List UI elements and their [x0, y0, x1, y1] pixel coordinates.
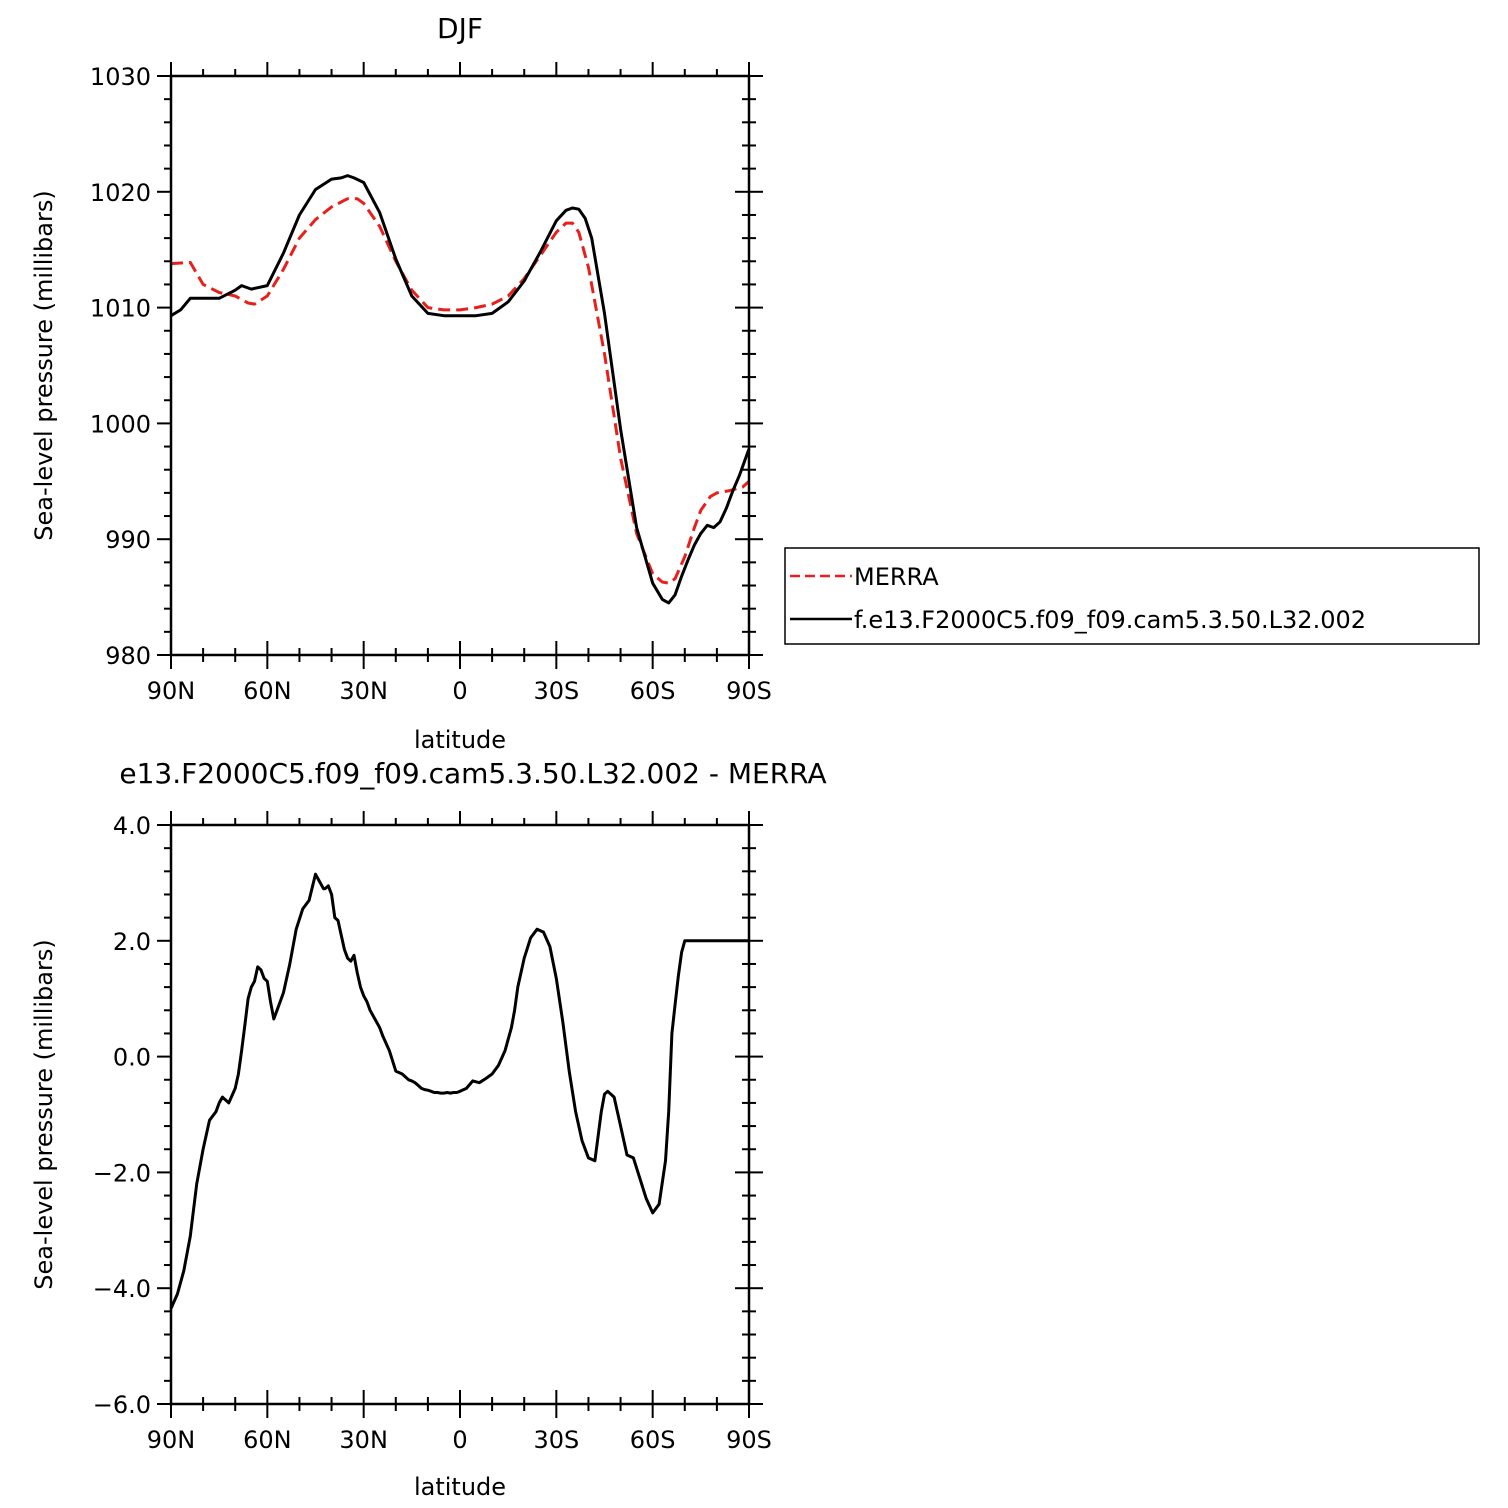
y-tick-label: 1030	[90, 63, 151, 91]
bottom-plot-title: e13.F2000C5.f09_f09.cam5.3.50.L32.002 - …	[119, 757, 826, 790]
x-tick-label: 30N	[339, 1426, 388, 1454]
y-tick-label: −6.0	[93, 1391, 151, 1419]
y-tick-label: 4.0	[113, 812, 151, 840]
y-tick-label: 1000	[90, 410, 151, 438]
legend-box	[784, 547, 1480, 645]
legend-label-merra: MERRA	[854, 563, 939, 591]
top-y-axis-title: Sea-level pressure (millibars)	[30, 190, 58, 540]
x-tick-label: 90N	[147, 1426, 196, 1454]
x-tick-label: 30N	[339, 677, 388, 705]
x-tick-label: 90N	[147, 677, 196, 705]
y-tick-label: −4.0	[93, 1275, 151, 1303]
x-tick-label: 60S	[630, 1426, 676, 1454]
x-tick-label: 60N	[243, 677, 292, 705]
legend-label-model: f.e13.F2000C5.f09_f09.cam5.3.50.L32.002	[854, 606, 1366, 634]
y-tick-label: 0.0	[113, 1044, 151, 1072]
y-tick-label: 1020	[90, 179, 151, 207]
bottom-y-axis-title: Sea-level pressure (millibars)	[30, 939, 58, 1289]
top-plot-panel: DJF Sea-level pressure (millibars) latit…	[30, 12, 772, 754]
y-tick-label: 980	[105, 642, 151, 670]
y-tick-label: 1010	[90, 295, 151, 323]
series-line-merra	[170, 197, 751, 585]
y-tick-label: −2.0	[93, 1159, 151, 1187]
top-x-axis-title: latitude	[414, 726, 506, 754]
x-tick-label: 0	[452, 1426, 467, 1454]
y-tick-label: 990	[105, 526, 151, 554]
series-line-model	[169, 872, 749, 1310]
x-tick-label: 60N	[243, 1426, 292, 1454]
bottom-x-axis-title: latitude	[414, 1473, 506, 1501]
x-tick-label: 30S	[533, 677, 579, 705]
bottom-plot-panel: e13.F2000C5.f09_f09.cam5.3.50.L32.002 - …	[30, 757, 827, 1501]
x-tick-label: 30S	[533, 1426, 579, 1454]
x-tick-label: 90S	[726, 677, 772, 705]
x-tick-label: 0	[452, 677, 467, 705]
series-line-model	[170, 174, 751, 605]
top-plot-frame	[169, 74, 751, 657]
bottom-plot-frame	[169, 823, 751, 1406]
x-tick-label: 60S	[630, 677, 676, 705]
x-tick-label: 90S	[726, 1426, 772, 1454]
legend: MERRA f.e13.F2000C5.f09_f09.cam5.3.50.L3…	[784, 547, 1480, 645]
top-plot-title: DJF	[437, 12, 483, 45]
y-tick-label: 2.0	[113, 928, 151, 956]
